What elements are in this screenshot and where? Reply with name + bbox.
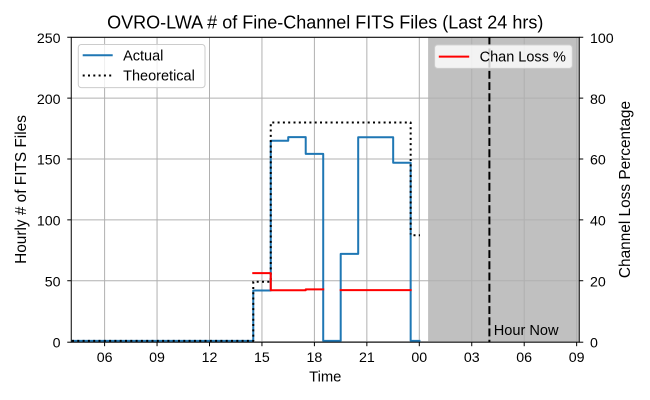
svg-text:00: 00 [411, 350, 427, 366]
svg-text:Chan Loss %: Chan Loss % [480, 50, 566, 66]
svg-text:60: 60 [590, 153, 606, 169]
svg-text:OVRO-LWA # of Fine-Channel FIT: OVRO-LWA # of Fine-Channel FITS Files (L… [107, 13, 543, 33]
svg-text:20: 20 [590, 274, 606, 290]
svg-text:Actual: Actual [123, 48, 163, 64]
svg-text:0: 0 [53, 335, 61, 351]
svg-text:80: 80 [590, 92, 606, 108]
svg-text:21: 21 [359, 350, 375, 366]
svg-text:50: 50 [45, 274, 61, 290]
svg-text:Time: Time [309, 370, 341, 386]
svg-text:12: 12 [202, 350, 218, 366]
svg-text:Theoretical: Theoretical [123, 69, 195, 85]
svg-text:18: 18 [307, 350, 323, 366]
svg-text:15: 15 [254, 350, 270, 366]
svg-text:100: 100 [37, 214, 61, 230]
svg-text:150: 150 [37, 153, 61, 169]
svg-text:09: 09 [569, 350, 585, 366]
svg-text:09: 09 [149, 350, 165, 366]
svg-text:100: 100 [590, 31, 614, 47]
svg-text:03: 03 [464, 350, 480, 366]
svg-text:Channel Loss Percentage: Channel Loss Percentage [617, 101, 634, 278]
svg-text:0: 0 [590, 335, 598, 351]
svg-text:06: 06 [97, 350, 113, 366]
svg-text:06: 06 [516, 350, 532, 366]
svg-text:40: 40 [590, 214, 606, 230]
svg-text:250: 250 [37, 31, 61, 47]
svg-text:Hourly # of FITS Files: Hourly # of FITS Files [13, 115, 30, 264]
svg-text:Hour Now: Hour Now [494, 323, 559, 339]
svg-text:200: 200 [37, 92, 61, 108]
